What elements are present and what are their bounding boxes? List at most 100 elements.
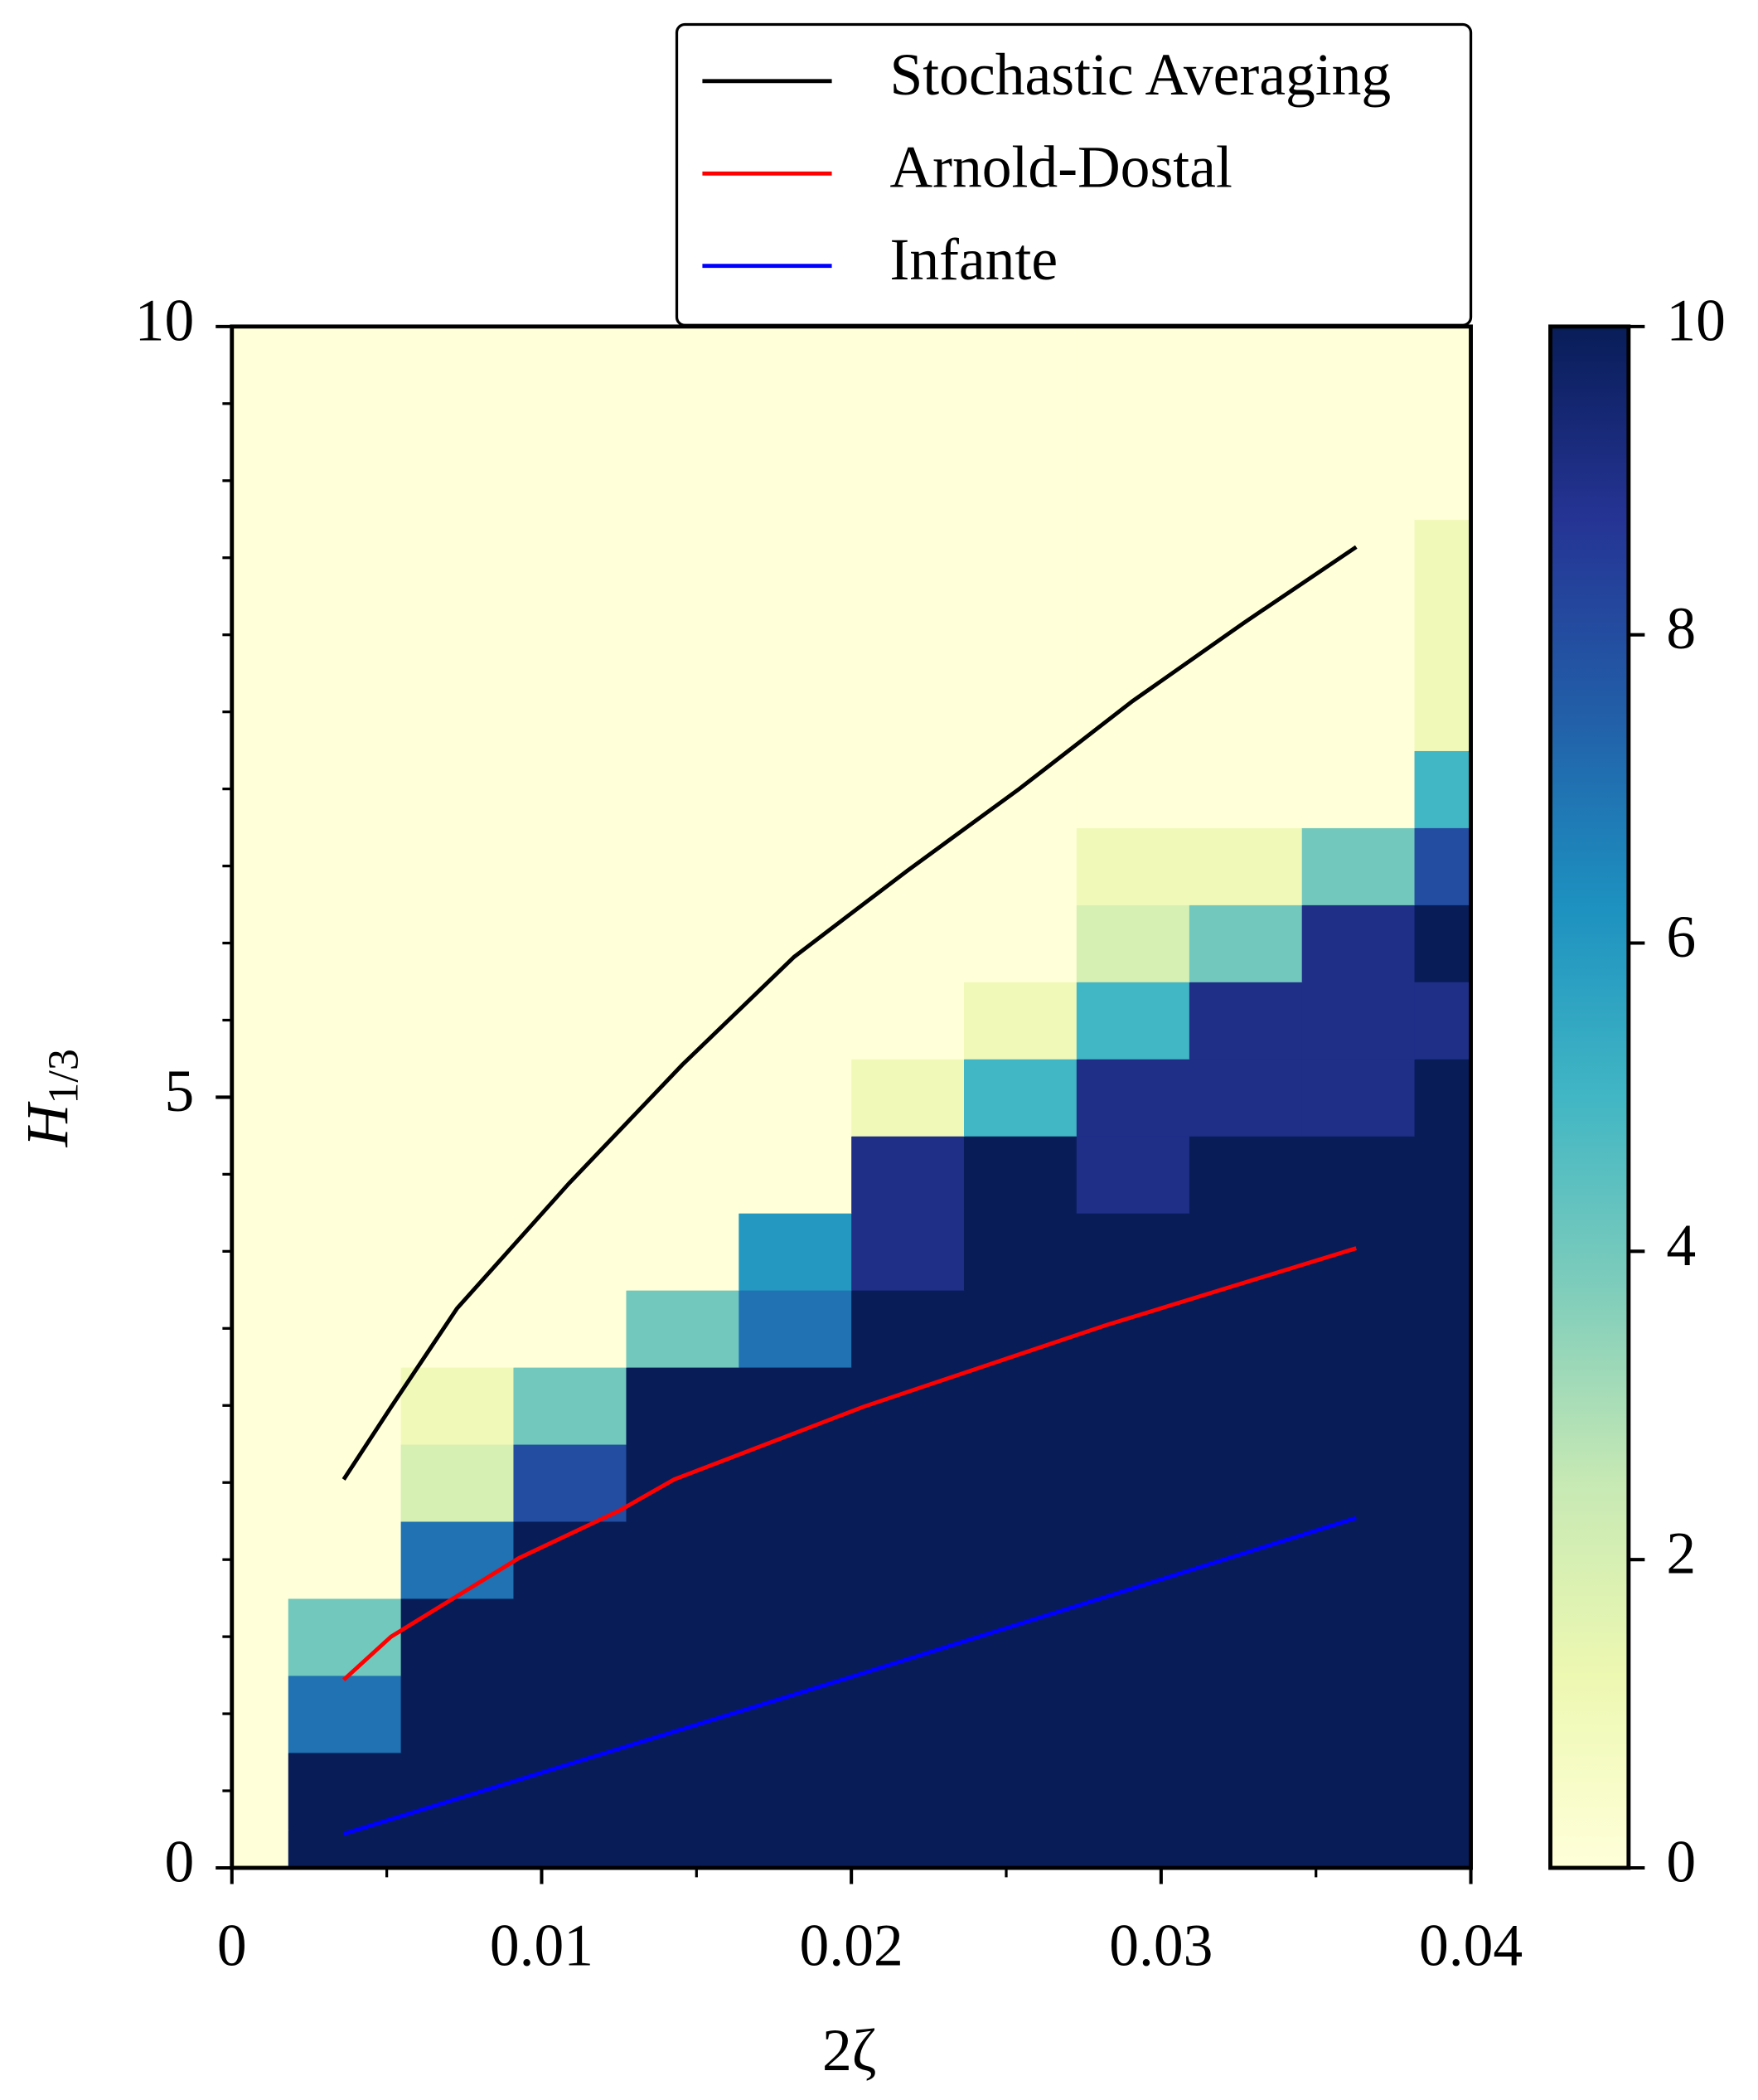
heatmap-cell	[963, 596, 1078, 674]
heatmap-cell	[1414, 1366, 1471, 1445]
legend: Stochastic Averaging Arnold-Dostal Infante	[702, 42, 1391, 293]
heatmap-cell	[1189, 519, 1303, 598]
heatmap-cell	[400, 673, 515, 751]
heatmap-cell	[1076, 365, 1190, 444]
heatmap-cell	[231, 1675, 289, 1753]
x-tick-label: 0.03	[1109, 1913, 1213, 1978]
heatmap-cell	[1076, 673, 1190, 751]
heatmap-cell	[288, 1752, 402, 1831]
heatmap-cell	[851, 1675, 965, 1753]
heatmap-cell	[1189, 1829, 1303, 1868]
heatmap-cell	[288, 1443, 402, 1522]
heatmap-cell	[1189, 750, 1303, 828]
heatmap-cell	[626, 905, 740, 982]
heatmap-cell	[963, 1366, 1078, 1445]
heatmap-cell	[1301, 673, 1416, 751]
axes: 0 0.01 0.02 0.03 0.04 0 5 10 0 2 4 6 8 10	[135, 288, 1726, 1978]
heatmap-cell	[739, 750, 852, 828]
heatmap-cell	[1301, 1598, 1416, 1676]
heatmap-cell	[400, 827, 515, 905]
heatmap-cell	[513, 827, 627, 905]
colorbar-tick-label: 6	[1666, 905, 1696, 970]
heatmap-cell	[513, 1443, 627, 1522]
heatmap-cell	[231, 673, 289, 751]
heatmap-cell	[231, 365, 289, 444]
heatmap-cell	[739, 1675, 852, 1753]
heatmap-cell	[963, 905, 1078, 982]
colorbar-tick-label: 8	[1666, 596, 1696, 662]
y-tick-label: 5	[164, 1059, 194, 1124]
heatmap-cell	[739, 326, 852, 366]
legend-box	[675, 22, 1473, 327]
heatmap-cell	[851, 981, 965, 1060]
colorbar	[1548, 324, 1631, 1870]
heatmap-cell	[1076, 1520, 1190, 1599]
heatmap-cell	[1414, 519, 1471, 598]
colorbar-tick-label: 0	[1666, 1829, 1696, 1894]
heatmap-cell	[513, 1829, 627, 1868]
heatmap-cell	[626, 750, 740, 828]
legend-label: Arnold-Dostal	[890, 135, 1233, 201]
heatmap-cell	[1414, 1829, 1471, 1868]
heatmap-cell	[851, 519, 965, 598]
heatmap-cell	[851, 365, 965, 444]
heatmap-cell	[851, 326, 965, 366]
heatmap-cell	[739, 1520, 852, 1599]
heatmap-cell	[1189, 1598, 1303, 1676]
heatmap-cell	[231, 981, 289, 1060]
heatmap-cell	[1189, 1443, 1303, 1522]
heatmap-cell	[400, 1135, 515, 1214]
heatmap-cell	[288, 1366, 402, 1445]
heatmap-cell	[513, 1675, 627, 1753]
heatmap-cell	[963, 1675, 1078, 1753]
heatmap-cell	[1414, 1135, 1471, 1214]
x-axis-label: 2ζ	[822, 2018, 876, 2083]
heatmap-cell	[851, 905, 965, 982]
heatmap-cell	[626, 1829, 740, 1868]
heatmap-cell	[231, 442, 289, 521]
heatmap-cell	[513, 1366, 627, 1445]
heatmap-cell	[1076, 442, 1190, 521]
heatmap-cell	[288, 981, 402, 1060]
heatmap-cell	[1301, 365, 1416, 444]
heatmap-cell	[963, 981, 1078, 1060]
heatmap-cell	[1076, 326, 1190, 366]
colorbar-tick-label: 4	[1666, 1213, 1696, 1278]
heatmap-cell	[1414, 326, 1471, 366]
heatmap-cell	[1301, 442, 1416, 521]
heatmap-cell	[288, 1675, 402, 1753]
heatmap-cell	[1076, 1598, 1190, 1676]
heatmap-cell	[963, 1443, 1078, 1522]
x-tick-label: 0.04	[1419, 1913, 1523, 1978]
heatmap-cell	[851, 673, 965, 751]
heatmap-cell	[851, 1058, 965, 1137]
heatmap-cell	[1301, 1058, 1416, 1137]
heatmap-cell	[851, 1443, 965, 1522]
heatmap-cell	[626, 1443, 740, 1522]
heatmap-cell	[739, 442, 852, 521]
heatmap-cell	[1189, 1675, 1303, 1753]
heatmap-cell	[963, 827, 1078, 905]
heatmap-cell	[400, 326, 515, 366]
heatmap-cell	[626, 1520, 740, 1599]
heatmap-cell	[400, 1829, 515, 1868]
heatmap-cell	[513, 981, 627, 1060]
heatmap-cell	[400, 1366, 515, 1445]
heatmap-cell	[288, 750, 402, 828]
heatmap-cell	[288, 442, 402, 521]
heatmap-cell	[851, 596, 965, 674]
heatmap-cell	[851, 1752, 965, 1831]
heatmap-cell	[1076, 1135, 1190, 1214]
heatmap-cell	[288, 1289, 402, 1368]
heatmap-cell	[400, 1598, 515, 1676]
heatmap-cell	[1414, 1058, 1471, 1137]
heatmap-cell	[1414, 827, 1471, 905]
heatmap-cell	[288, 1598, 402, 1676]
heatmap-cell	[400, 1058, 515, 1137]
heatmap-cell	[513, 905, 627, 982]
heatmap-cell	[851, 1212, 965, 1291]
heatmap-cell	[739, 1058, 852, 1137]
heatmap-cell	[1301, 326, 1416, 366]
heatmap-cell	[400, 519, 515, 598]
